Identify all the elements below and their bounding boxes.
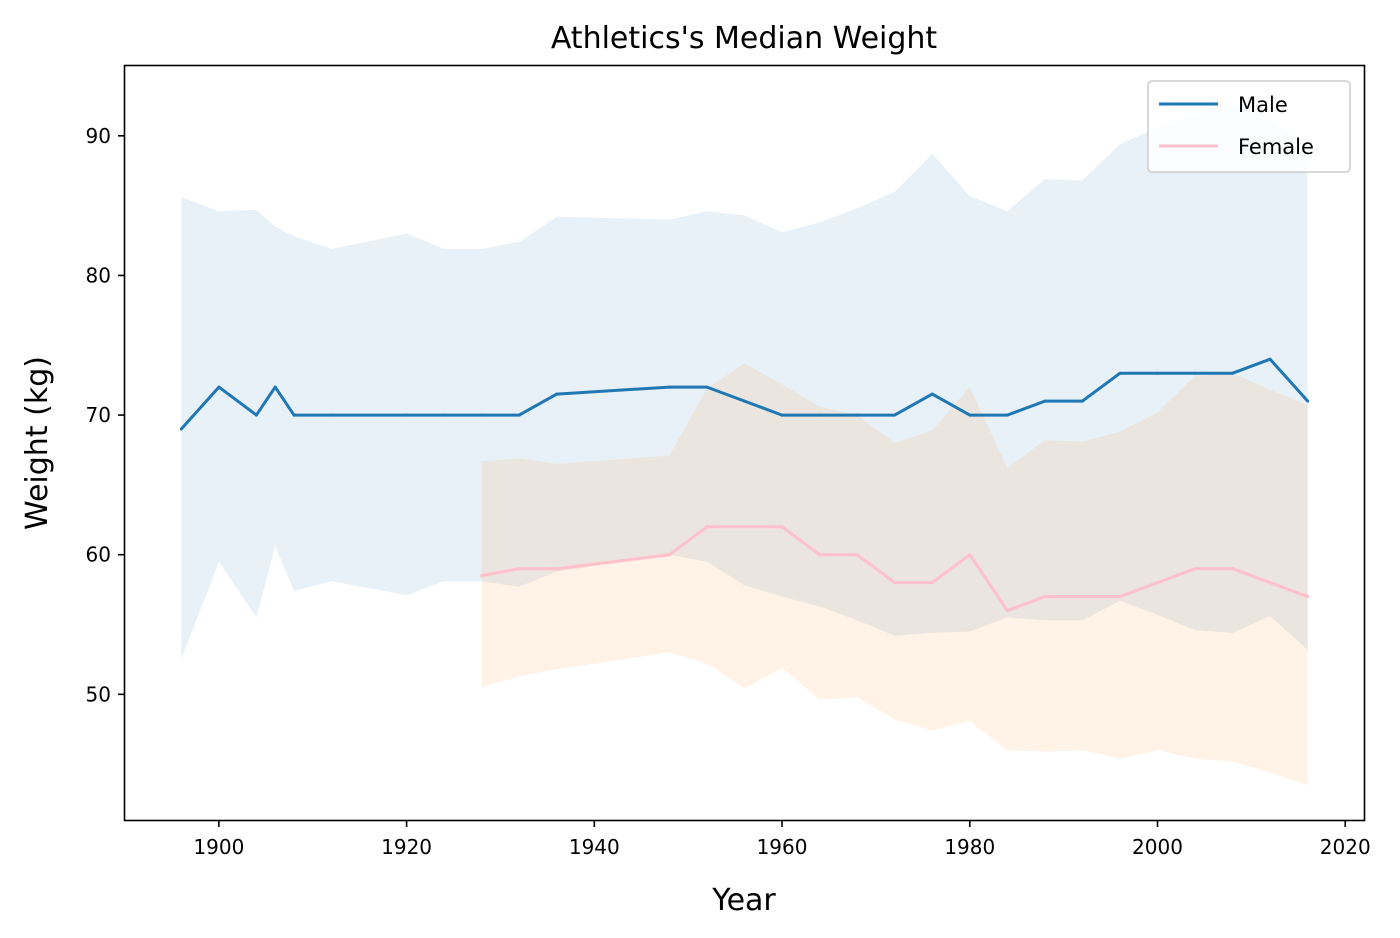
x-tick-label: 2020 <box>1320 835 1371 859</box>
data-point-male <box>1268 357 1272 361</box>
x-tick-label: 1980 <box>944 835 995 859</box>
data-point-female <box>480 574 484 578</box>
data-point-female <box>893 581 897 585</box>
data-point-male <box>667 385 671 389</box>
data-point-male <box>179 427 183 431</box>
data-point-female <box>517 567 521 571</box>
data-point-male <box>517 413 521 417</box>
data-point-male <box>818 413 822 417</box>
data-point-male <box>930 392 934 396</box>
confidence-bands <box>181 103 1308 786</box>
y-axis-ticks: 50 60 70 80 90 <box>86 124 125 706</box>
x-tick-label: 1920 <box>381 835 432 859</box>
y-tick-label: 80 <box>86 263 111 287</box>
data-point-male <box>1080 399 1084 403</box>
data-point-male <box>780 413 784 417</box>
band-female <box>481 363 1308 786</box>
legend-label-female: Female <box>1238 135 1314 159</box>
data-point-male <box>405 413 409 417</box>
y-axis-label: Weight (kg) <box>20 356 55 530</box>
data-point-male <box>292 413 296 417</box>
y-tick-label: 90 <box>86 124 111 148</box>
data-point-male <box>217 385 221 389</box>
data-point-female <box>1080 595 1084 599</box>
data-point-female <box>1156 581 1159 585</box>
data-point-female <box>1306 595 1310 599</box>
data-point-male <box>1118 371 1122 375</box>
data-point-female <box>705 525 709 529</box>
data-point-male <box>1231 371 1235 375</box>
data-point-male <box>968 413 972 417</box>
data-point-female <box>855 553 859 557</box>
y-tick-label: 70 <box>86 403 111 427</box>
data-point-male <box>1005 413 1009 417</box>
data-point-female <box>818 553 822 557</box>
y-tick-label: 50 <box>86 682 111 706</box>
x-tick-label: 1960 <box>757 835 808 859</box>
data-point-female <box>1231 567 1235 571</box>
data-point-female <box>555 567 559 571</box>
data-point-male <box>273 385 277 389</box>
data-point-female <box>968 553 972 557</box>
data-point-male <box>442 413 446 417</box>
data-point-male <box>1306 399 1310 403</box>
data-point-female <box>930 581 934 585</box>
data-point-female <box>743 525 746 529</box>
x-tick-label: 1940 <box>569 835 620 859</box>
plot-area-frame <box>123 64 1366 822</box>
data-point-female <box>1118 595 1122 599</box>
x-tick-label: 1900 <box>193 835 244 859</box>
band-male <box>181 103 1308 660</box>
data-point-female <box>667 553 671 557</box>
y-tick-label: 60 <box>86 543 111 567</box>
data-point-male <box>705 385 709 389</box>
legend-label-male: Male <box>1238 93 1288 117</box>
data-point-male <box>893 413 897 417</box>
data-point-male <box>855 413 859 417</box>
data-point-female <box>780 525 784 529</box>
data-point-female <box>1193 567 1197 571</box>
data-point-male <box>480 413 484 417</box>
chart-title: Athletics's Median Weight <box>551 21 938 56</box>
legend: Male Female <box>1147 80 1351 173</box>
data-point-male <box>555 392 559 396</box>
series-lines <box>179 357 1310 613</box>
data-point-male <box>330 413 333 417</box>
data-point-male <box>254 413 258 417</box>
data-point-female <box>1005 609 1009 613</box>
x-axis-label: Year <box>711 883 776 918</box>
data-point-male <box>743 399 746 403</box>
data-point-male <box>1156 371 1159 375</box>
x-axis-ticks: 1900 1920 1940 1960 1980 2000 2020 <box>193 820 1371 859</box>
data-point-female <box>1268 581 1272 585</box>
data-point-male <box>1193 371 1197 375</box>
data-point-female <box>1043 595 1047 599</box>
x-tick-label: 2000 <box>1132 835 1183 859</box>
data-point-male <box>1043 399 1047 403</box>
